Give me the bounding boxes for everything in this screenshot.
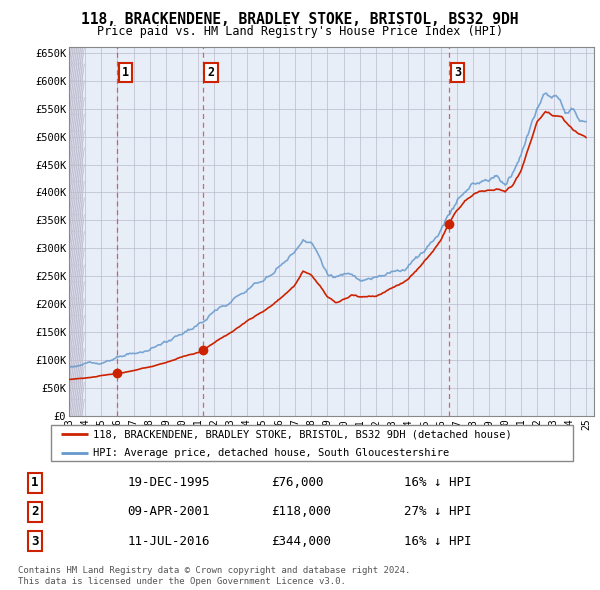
Text: 118, BRACKENDENE, BRADLEY STOKE, BRISTOL, BS32 9DH (detached house): 118, BRACKENDENE, BRADLEY STOKE, BRISTOL… [93,430,512,440]
Text: 11-JUL-2016: 11-JUL-2016 [127,535,210,548]
Text: 1: 1 [31,476,39,489]
Text: 16% ↓ HPI: 16% ↓ HPI [404,476,471,489]
Text: 09-APR-2001: 09-APR-2001 [127,505,210,519]
Text: £76,000: £76,000 [271,476,324,489]
Text: £118,000: £118,000 [271,505,331,519]
Text: This data is licensed under the Open Government Licence v3.0.: This data is licensed under the Open Gov… [18,577,346,586]
Text: 1: 1 [122,66,129,79]
FancyBboxPatch shape [50,425,573,461]
Text: 3: 3 [454,66,461,79]
Text: £344,000: £344,000 [271,535,331,548]
Text: 16% ↓ HPI: 16% ↓ HPI [404,535,471,548]
Text: 19-DEC-1995: 19-DEC-1995 [127,476,210,489]
Text: 3: 3 [31,535,39,548]
Text: HPI: Average price, detached house, South Gloucestershire: HPI: Average price, detached house, Sout… [93,448,449,458]
Text: 118, BRACKENDENE, BRADLEY STOKE, BRISTOL, BS32 9DH: 118, BRACKENDENE, BRADLEY STOKE, BRISTOL… [81,12,519,27]
Text: Contains HM Land Registry data © Crown copyright and database right 2024.: Contains HM Land Registry data © Crown c… [18,566,410,575]
Text: 27% ↓ HPI: 27% ↓ HPI [404,505,471,519]
Text: Price paid vs. HM Land Registry's House Price Index (HPI): Price paid vs. HM Land Registry's House … [97,25,503,38]
Text: 2: 2 [208,66,215,79]
Text: 2: 2 [31,505,39,519]
